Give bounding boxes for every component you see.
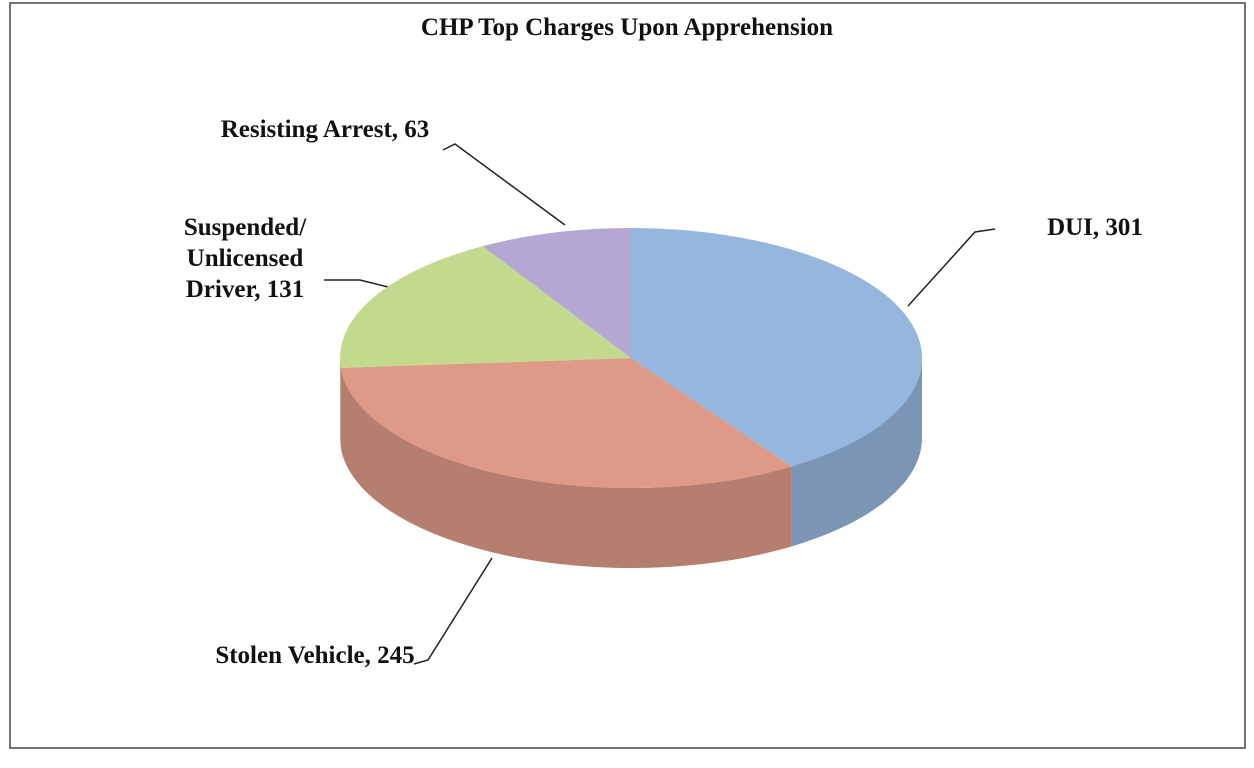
leader-line <box>324 279 389 288</box>
data-label: Resisting Arrest, 63 <box>220 116 430 143</box>
slice <box>340 358 792 488</box>
leader-line <box>442 143 566 226</box>
leader-line <box>907 228 996 307</box>
slice <box>631 228 922 467</box>
data-label: Suspended/ Unlicensed Driver, 131 <box>183 214 307 303</box>
slice <box>482 228 631 358</box>
data-label: Stolen Vehicle, 245 <box>215 642 415 669</box>
leader-lines <box>324 143 996 665</box>
slice-side <box>340 358 341 448</box>
slice-side <box>791 358 923 547</box>
slice <box>340 246 631 368</box>
data-label: DUI, 301 <box>1047 214 1143 241</box>
leader-line <box>413 557 493 665</box>
slice-side <box>340 367 792 569</box>
chart-title: CHP Top Charges Upon Apprehension <box>420 14 834 41</box>
pie <box>340 228 923 569</box>
